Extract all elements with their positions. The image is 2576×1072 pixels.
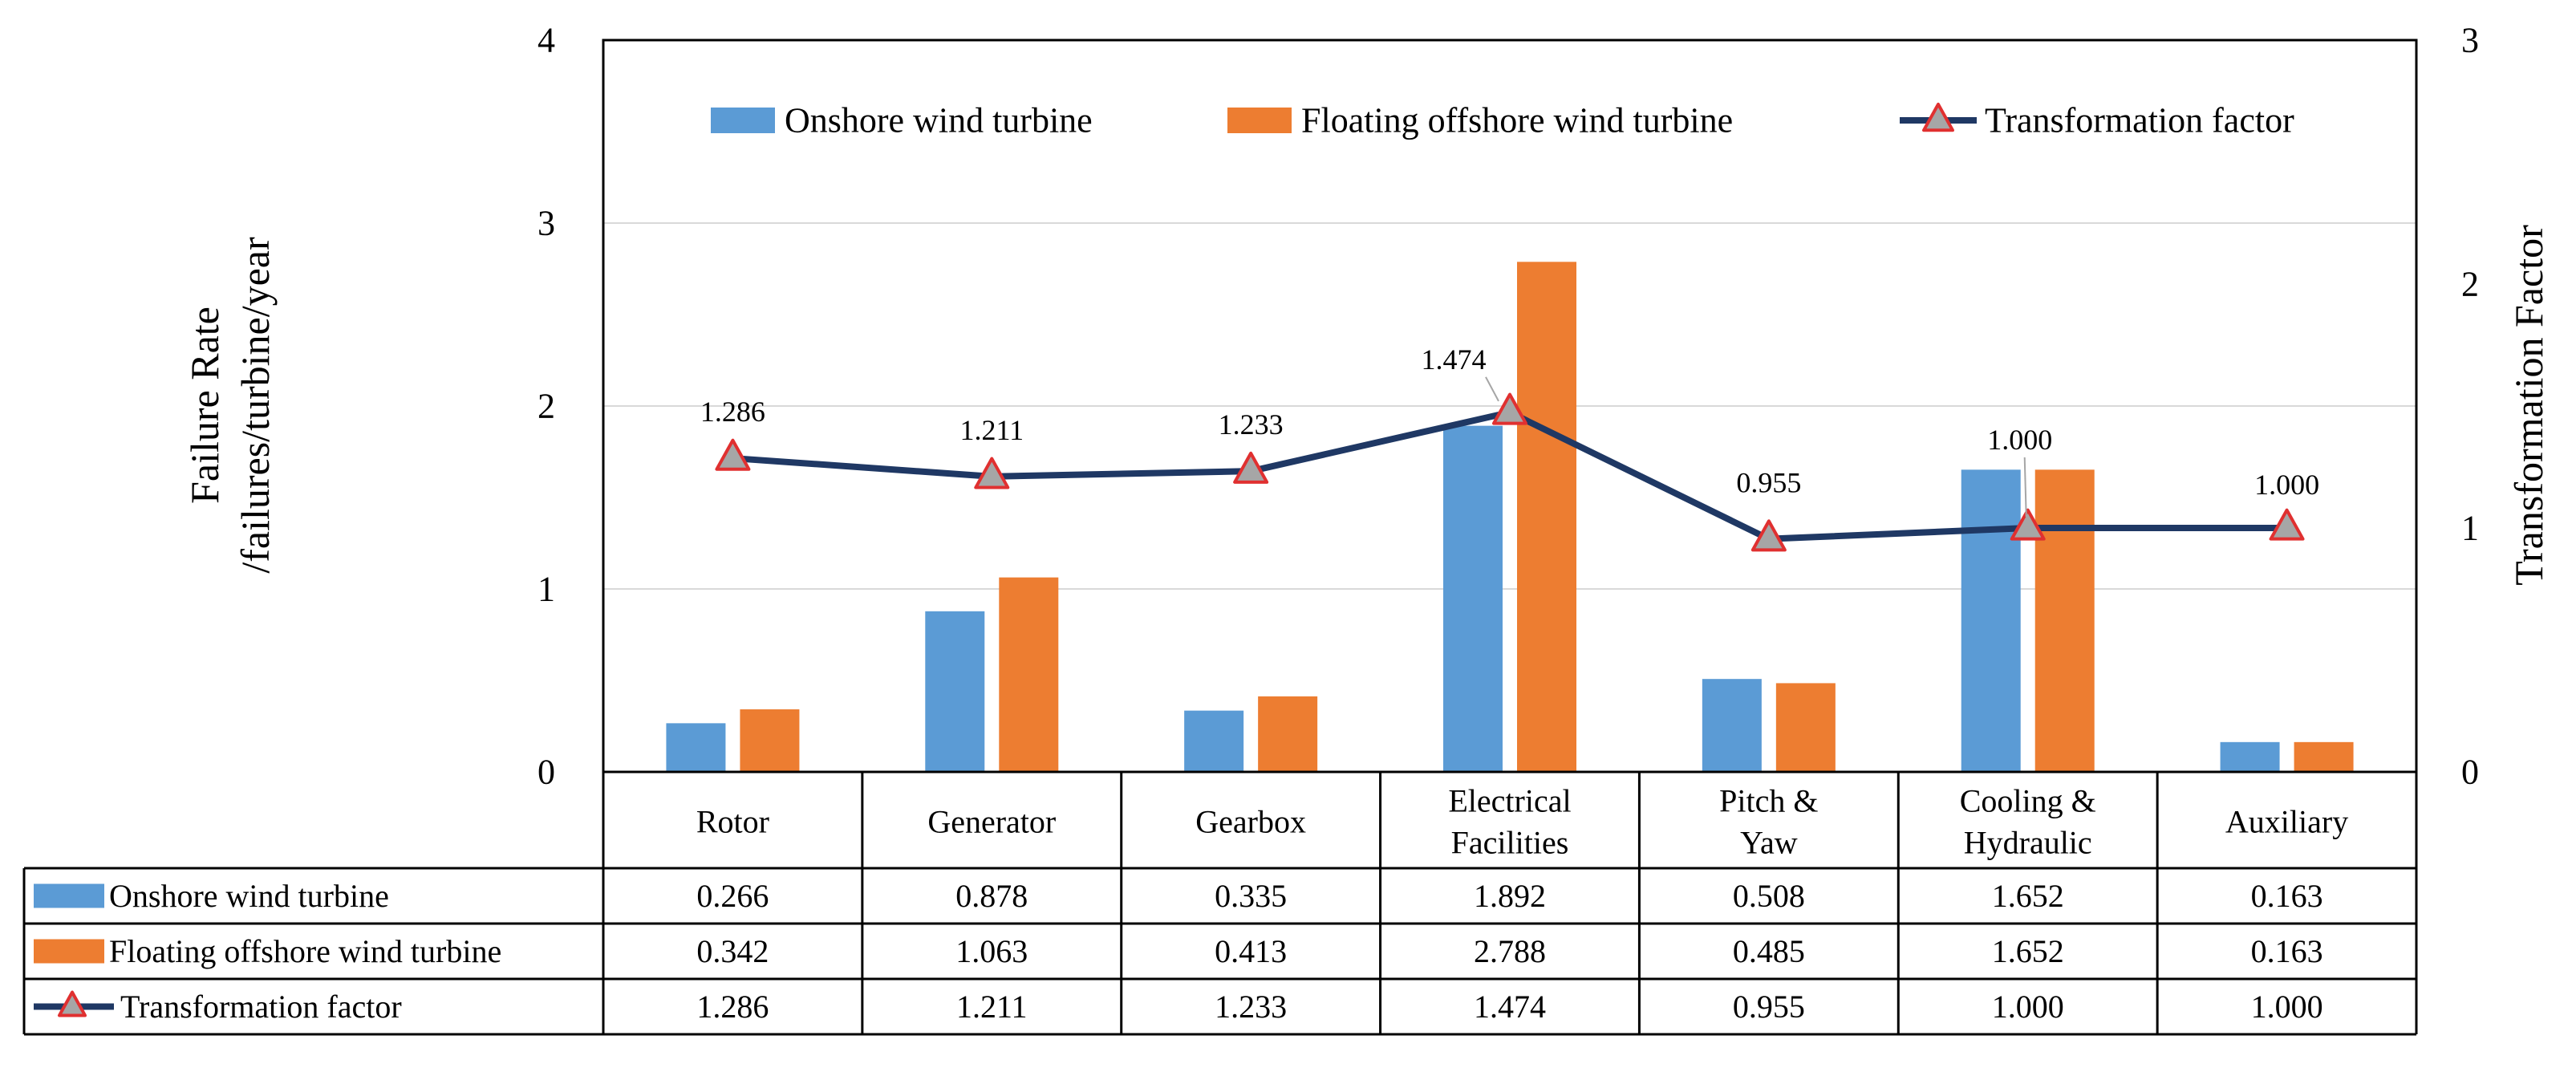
table-row-label: Transformation factor xyxy=(120,989,402,1025)
table-cell: 0.878 xyxy=(955,878,1028,914)
marker-transformation-factor-2 xyxy=(974,457,1010,489)
table-category-header: Rotor xyxy=(696,804,769,840)
bar-offshore-4 xyxy=(1517,262,1576,772)
table-cell: 1.211 xyxy=(956,989,1028,1025)
table-category-header: Generator xyxy=(927,804,1056,840)
marker-transformation-factor-4 xyxy=(1492,392,1527,425)
table-category-header: Yaw xyxy=(1740,825,1798,861)
table-category-header: Gearbox xyxy=(1195,804,1306,840)
legend-label: Transformation factor xyxy=(1985,101,2294,140)
legend-label: Onshore wind turbine xyxy=(785,101,1093,140)
table-category-header: Facilities xyxy=(1451,825,1569,861)
y2-tick-label: 0 xyxy=(2461,753,2479,792)
data-label-factor-6: 1.000 xyxy=(1987,424,2052,456)
table-category-header: Auxiliary xyxy=(2225,804,2348,840)
data-label-leader xyxy=(2023,457,2027,518)
table-cell: 1.000 xyxy=(1992,989,2064,1025)
marker-transformation-factor-1 xyxy=(715,438,751,471)
table-category-header: Cooling & xyxy=(1960,783,2096,819)
table-cell: 0.955 xyxy=(1733,989,1805,1025)
y-tick-label: 0 xyxy=(538,753,555,792)
y2-tick-label: 2 xyxy=(2461,265,2479,304)
table-cell: 0.342 xyxy=(696,933,769,969)
data-label-factor-4: 1.474 xyxy=(1422,343,1487,376)
table-cell: 1.000 xyxy=(2251,989,2323,1025)
data-label-factor-1: 1.286 xyxy=(700,396,765,428)
marker-transformation-factor-6 xyxy=(2010,508,2046,541)
bar-onshore-1 xyxy=(666,723,726,772)
plot-area-border xyxy=(602,39,2418,774)
data-label-factor-3: 1.233 xyxy=(1219,408,1284,441)
bar-onshore-7 xyxy=(2220,741,2280,772)
table-cell: 0.163 xyxy=(2251,878,2323,914)
marker-transformation-factor-5 xyxy=(1750,519,1787,552)
y2-axis-title: Transformation Factor xyxy=(2506,225,2551,586)
table-cell: 1.652 xyxy=(1992,933,2064,969)
table-cell: 0.335 xyxy=(1215,878,1287,914)
bar-onshore-5 xyxy=(1702,679,1762,772)
marker-transformation-factor-3 xyxy=(1233,451,1269,484)
table-category-header: Hydraulic xyxy=(1964,825,2092,861)
legend[interactable]: Onshore wind turbine Floating offshore wi… xyxy=(711,101,2294,140)
table-cell: 0.413 xyxy=(1215,933,1287,969)
bar-offshore-1 xyxy=(740,709,800,772)
table-cell: 1.474 xyxy=(1474,989,1546,1025)
legend-item-onshore[interactable]: Onshore wind turbine xyxy=(711,101,1093,140)
data-label-factor-7: 1.000 xyxy=(2254,469,2319,501)
bar-offshore-7 xyxy=(2294,741,2354,772)
bar-onshore-6 xyxy=(1961,469,2021,772)
legend-item-transformation-factor[interactable]: Transformation factor xyxy=(1900,101,2294,140)
table-cell: 1.286 xyxy=(696,989,769,1025)
table-cell: 1.063 xyxy=(955,933,1028,969)
table-category-header: Pitch & xyxy=(1719,783,1818,819)
data-label-factor-5: 0.955 xyxy=(1736,467,1801,499)
table-cell: 1.233 xyxy=(1215,989,1287,1025)
y-axis-title: /failures/turbine/year xyxy=(233,237,278,574)
bar-onshore-3 xyxy=(1184,710,1244,772)
y2-tick-label: 1 xyxy=(2461,509,2479,548)
data-label-leader xyxy=(1485,376,1499,402)
bars xyxy=(666,262,2354,772)
legend-swatch xyxy=(1227,108,1292,133)
bar-offshore-2 xyxy=(999,577,1059,772)
table-row-label: Onshore wind turbine xyxy=(109,878,389,914)
table-cell: 0.485 xyxy=(1733,933,1805,969)
plot-frame xyxy=(602,39,2418,774)
data-label-factor-2: 1.211 xyxy=(959,414,1024,446)
y-tick-label: 2 xyxy=(538,387,555,426)
y-tick-label: 4 xyxy=(538,21,555,60)
bar-onshore-4 xyxy=(1443,425,1503,772)
legend-item-offshore[interactable]: Floating offshore wind turbine xyxy=(1227,101,1733,140)
y-tick-label: 1 xyxy=(538,570,555,609)
y-axis-title: Failure Rate xyxy=(182,307,227,504)
transformation-line: 1.286 1.211 1.233 1.474 0.955 1.000 1.000 xyxy=(700,343,2319,552)
bar-offshore-6 xyxy=(2034,469,2095,772)
bar-offshore-3 xyxy=(1258,696,1318,772)
legend-marker xyxy=(1922,102,1954,132)
table-legend-marker xyxy=(58,990,87,1017)
table-cell: 1.892 xyxy=(1474,878,1546,914)
table-row-label: Floating offshore wind turbine xyxy=(109,933,501,969)
table-cell: 1.652 xyxy=(1992,878,2064,914)
data-table: Rotor Generator Gearbox Electrical Facilitie… xyxy=(22,772,2418,1036)
bar-offshore-5 xyxy=(1775,683,1836,772)
marker-transformation-factor-7 xyxy=(2269,508,2305,541)
axes: 0 1 2 3 4 0 1 2 3 Failure Rate/failures/turbine/y… xyxy=(182,21,2551,792)
table-legend-key xyxy=(34,883,104,908)
legend-label: Floating offshore wind turbine xyxy=(1301,101,1733,140)
legend-swatch xyxy=(711,108,775,133)
table-cell: 0.508 xyxy=(1733,878,1805,914)
y-tick-label: 3 xyxy=(538,204,555,243)
table-cell: 0.266 xyxy=(696,878,769,914)
table-cell: 0.163 xyxy=(2251,933,2323,969)
y2-tick-label: 3 xyxy=(2461,21,2479,60)
table-cell: 2.788 xyxy=(1474,933,1546,969)
table-legend-key xyxy=(34,939,104,964)
table-category-header: Electrical xyxy=(1448,783,1571,819)
bar-onshore-2 xyxy=(925,611,985,772)
